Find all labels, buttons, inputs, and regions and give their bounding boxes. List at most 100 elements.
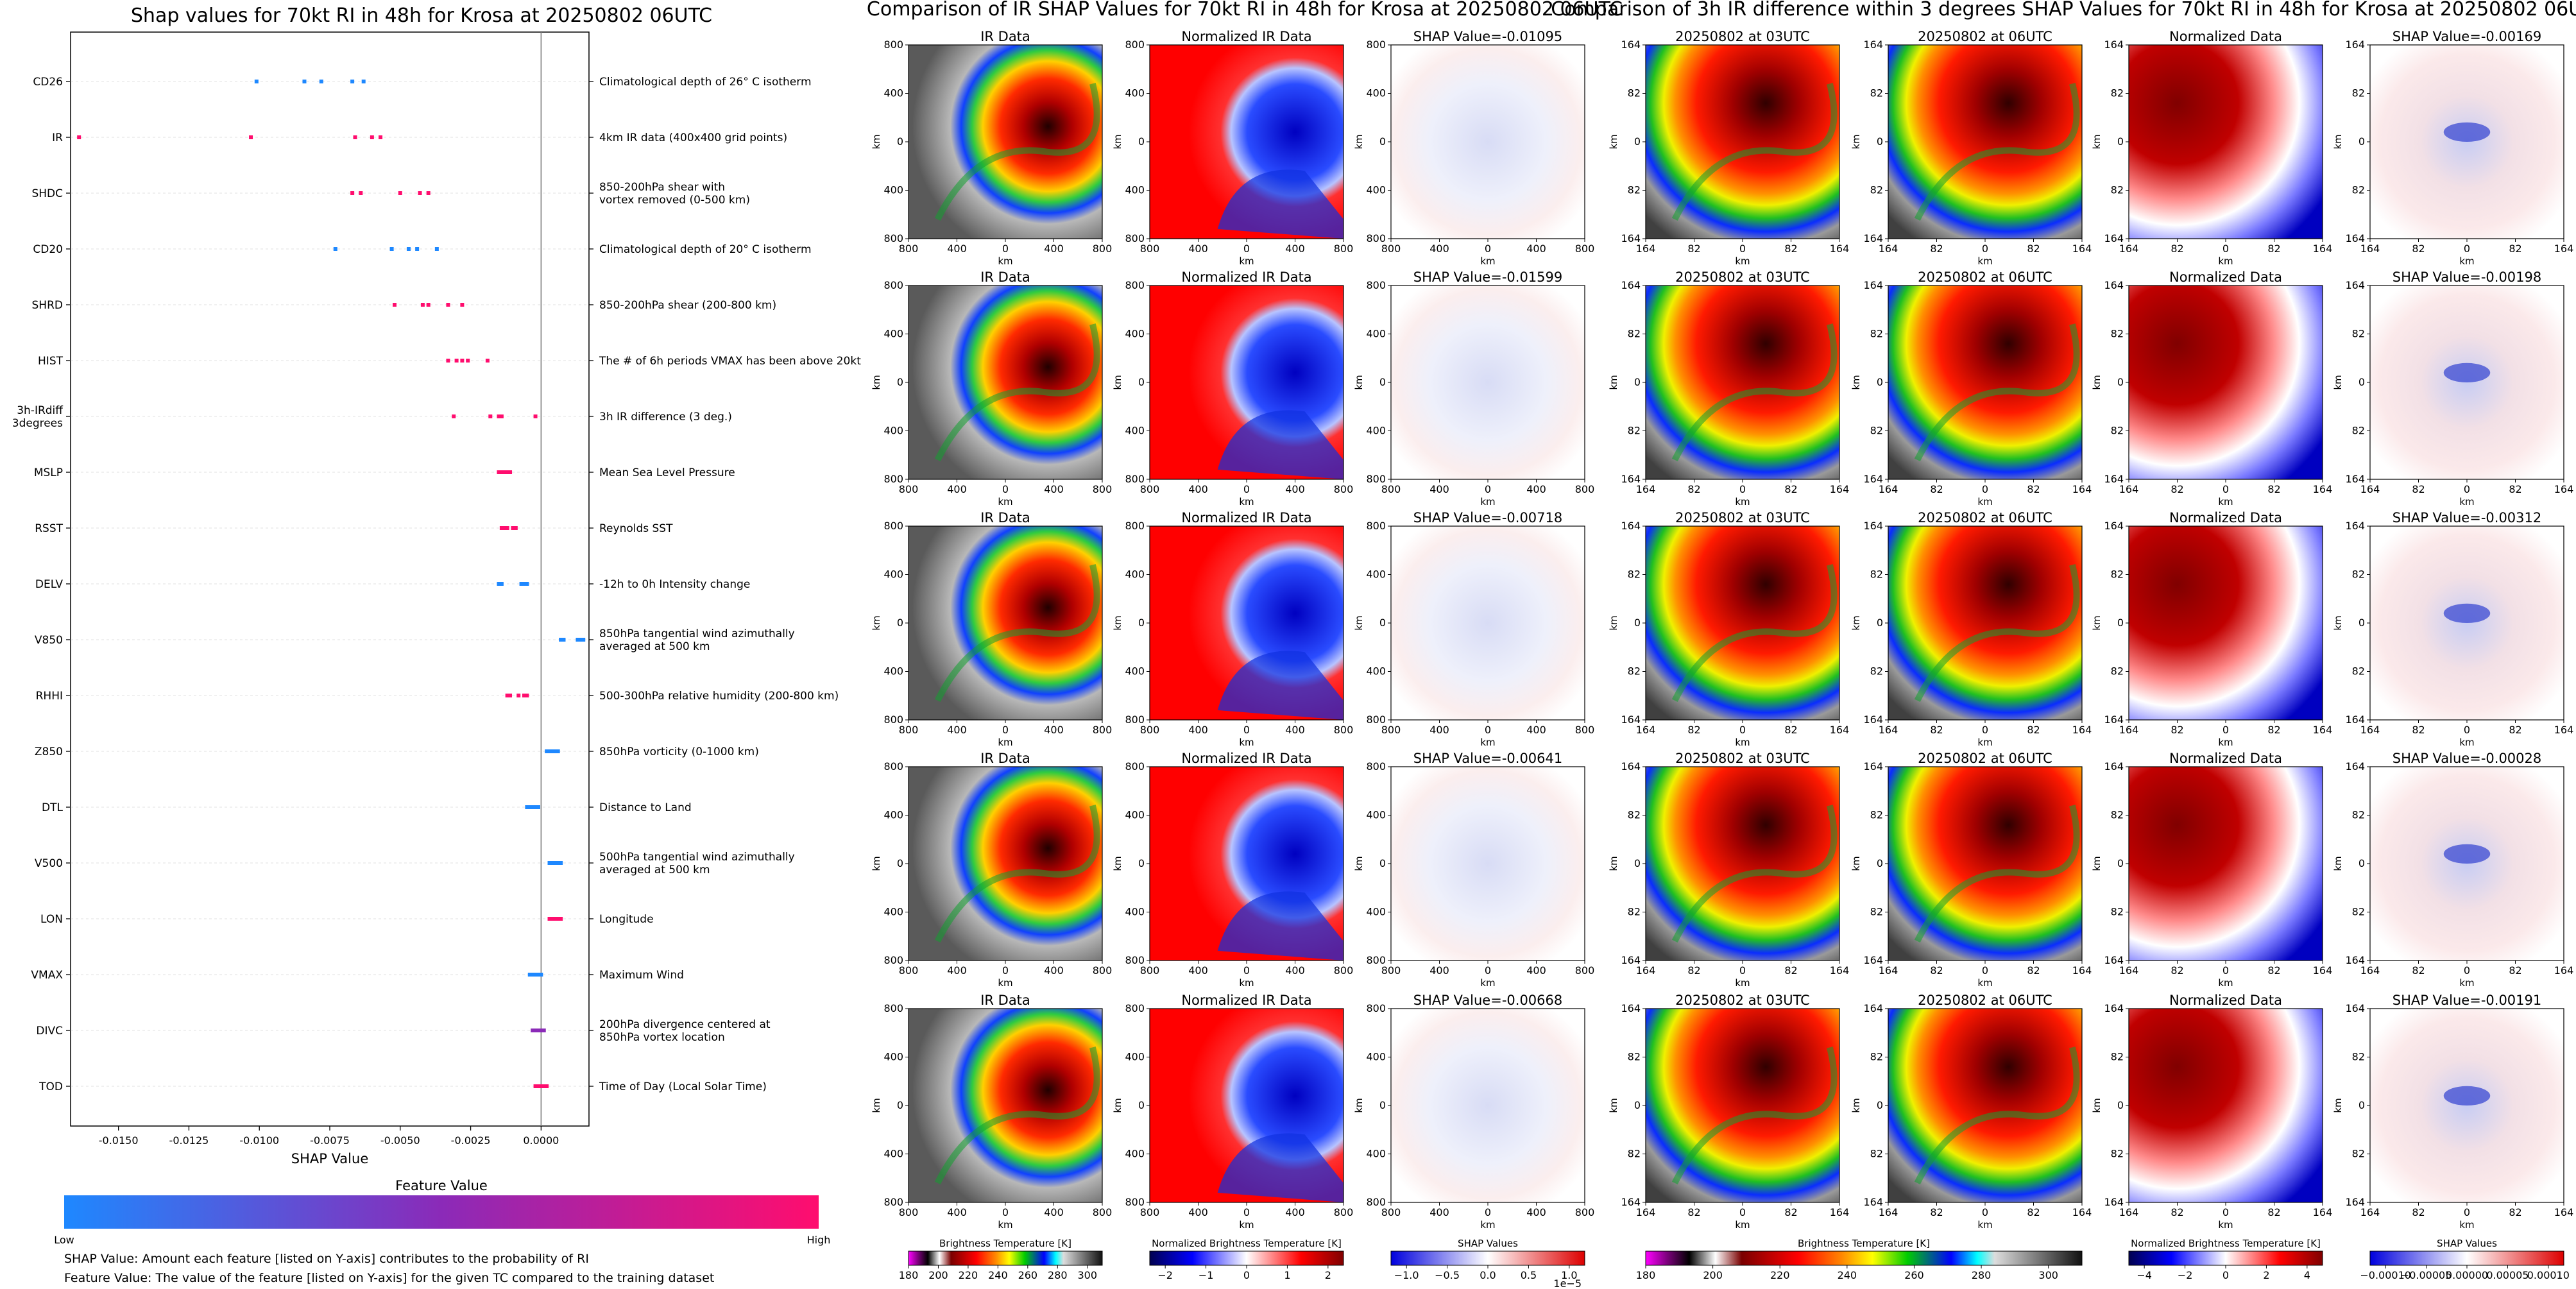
panel-norm-row-2: Normalized IR Data8008004004000040040080…	[1112, 269, 1353, 508]
y-tick-label: 400	[1366, 665, 1386, 678]
x-axis-label: km	[1977, 1219, 1992, 1231]
feature-description-line: 3h IR difference (3 deg.)	[599, 411, 732, 423]
x-tick-label: 82	[2267, 964, 2280, 977]
x-tick-label: 82	[2171, 724, 2183, 736]
feature-description-line: 850-200hPa shear with	[599, 181, 725, 194]
feature-description-line: The # of 6h periods VMAX has been above …	[599, 355, 861, 368]
x-tick-label: 82	[2267, 243, 2280, 255]
shap-point	[533, 805, 538, 809]
panel-image	[908, 1009, 1102, 1202]
x-axis-label: km	[1239, 1219, 1254, 1231]
shap-point	[393, 303, 397, 307]
y-axis-label: km	[2091, 856, 2103, 871]
panel-dnorm-row-4: Normalized Data1641648282008282164164kmk…	[2091, 751, 2332, 989]
colorbar-tick-label: −1	[1198, 1269, 1214, 1281]
y-tick-label: 82	[1870, 328, 1883, 340]
shap-point	[452, 414, 456, 418]
feature-description: 500-300hPa relative humidity (200-800 km…	[599, 690, 839, 703]
cold-region-shape	[1217, 891, 1343, 960]
x-tick-label: 400	[1285, 724, 1305, 736]
feature-name-label: V850	[35, 634, 63, 647]
shap-point	[525, 805, 529, 809]
shap-point	[547, 917, 552, 921]
x-tick-label: 400	[1285, 1206, 1305, 1218]
y-tick-label: 82	[1870, 184, 1883, 196]
x-tick-label: 0	[1739, 1206, 1746, 1218]
feature-name-label: CD20	[33, 243, 63, 256]
feature-name-label: 3h-IRdiff 3degrees	[12, 404, 64, 430]
y-tick-label: 400	[1366, 1148, 1386, 1160]
shap-point	[333, 247, 337, 251]
x-tick-label: 82	[1687, 724, 1700, 736]
shap-point	[522, 582, 526, 586]
panel-title: 20250802 at 03UTC	[1675, 993, 1810, 1008]
x-tick-label: 800	[1575, 964, 1595, 977]
y-tick-label: 0	[1877, 1099, 1883, 1111]
rainband-shape	[1914, 564, 2080, 703]
x-tick-label: 0	[1982, 1206, 1988, 1218]
x-axis-label: km	[1239, 977, 1254, 989]
x-axis-label: km	[1480, 1219, 1495, 1231]
panel-title: SHAP Value=-0.00191	[2393, 993, 2542, 1008]
feature-description-line: Time of Day (Local Solar Time)	[599, 1080, 767, 1093]
x-tick-label: -0.0125	[169, 1134, 209, 1147]
x-tick-label: 164	[1636, 483, 1656, 495]
panel-title: IR Data	[980, 751, 1030, 766]
shap-point	[545, 749, 549, 753]
x-tick-label: 82	[1784, 1206, 1797, 1218]
y-tick-label: 164	[1621, 954, 1641, 966]
x-tick-label: 164	[1830, 483, 1850, 495]
feature-description-line: Maximum Wind	[599, 969, 684, 982]
y-tick-label: 164	[2104, 1196, 2124, 1208]
colorbar-tick-label: 0.0	[1480, 1269, 1496, 1281]
y-tick-label: 82	[2111, 568, 2124, 581]
cold-region-shape	[1217, 410, 1343, 479]
y-axis-label: km	[1850, 375, 1862, 389]
panel-title: IR Data	[980, 29, 1030, 44]
x-tick-label: 800	[1140, 724, 1160, 736]
shap-point	[398, 191, 402, 195]
shap-point	[559, 861, 563, 865]
panel-image	[908, 767, 1102, 960]
colorbar-strip	[2128, 1251, 2323, 1266]
shap-point	[536, 805, 540, 809]
y-tick-label: 82	[1628, 87, 1641, 99]
x-tick-label: 82	[2509, 964, 2521, 977]
y-tick-label: 164	[1621, 713, 1641, 726]
y-axis-label: km	[1608, 134, 1619, 149]
x-tick-label: 400	[947, 1206, 967, 1218]
y-tick-label: 800	[883, 760, 903, 773]
x-tick-label: 164	[1636, 724, 1656, 736]
colorbar-tick-label: 0	[2222, 1269, 2229, 1281]
y-tick-label: 800	[1366, 232, 1386, 244]
y-axis-label: km	[1353, 1098, 1365, 1113]
shap-point	[499, 582, 504, 586]
feature-name-label: LON	[40, 913, 63, 926]
y-tick-label: 0	[1379, 617, 1386, 629]
y-tick-label: 0	[1877, 857, 1883, 869]
y-tick-label: 82	[1628, 568, 1641, 581]
feature-name-label: RHHI	[36, 690, 63, 703]
left-chart-title: Shap values for 70kt RI in 48h for Krosa…	[131, 4, 712, 27]
panel-norm-row-1: Normalized IR Data8008004004000040040080…	[1112, 29, 1353, 267]
colorbar-1: Brightness Temperature [K] 180 200 220 240 26…	[899, 1238, 1103, 1281]
x-tick-label: 800	[1093, 724, 1113, 736]
x-tick-label: 0	[1982, 243, 1988, 255]
panel-diff-row-1: 20250802 at 06UTC1641648282008282164164k…	[1850, 29, 2092, 267]
feature-description: 850hPa tangential wind azimuthally averag…	[599, 627, 795, 653]
x-tick-label: 164	[1879, 243, 1898, 255]
shap-blob	[2443, 122, 2491, 142]
panel-image	[2129, 767, 2323, 960]
panel-image	[1646, 526, 1839, 720]
shap-point	[513, 526, 518, 530]
y-tick-label: 800	[1125, 1002, 1145, 1014]
y-tick-label: 800	[1366, 279, 1386, 291]
feature-description-line: 500-300hPa relative humidity (200-800 km…	[599, 690, 839, 703]
shap-point	[533, 414, 538, 418]
rainband-shape	[934, 1046, 1100, 1185]
shap-blob	[2443, 603, 2491, 624]
y-tick-label: 82	[2352, 665, 2365, 678]
shap-point	[466, 359, 470, 363]
y-tick-label: 0	[1138, 135, 1145, 148]
y-tick-label: 0	[1877, 617, 1883, 629]
